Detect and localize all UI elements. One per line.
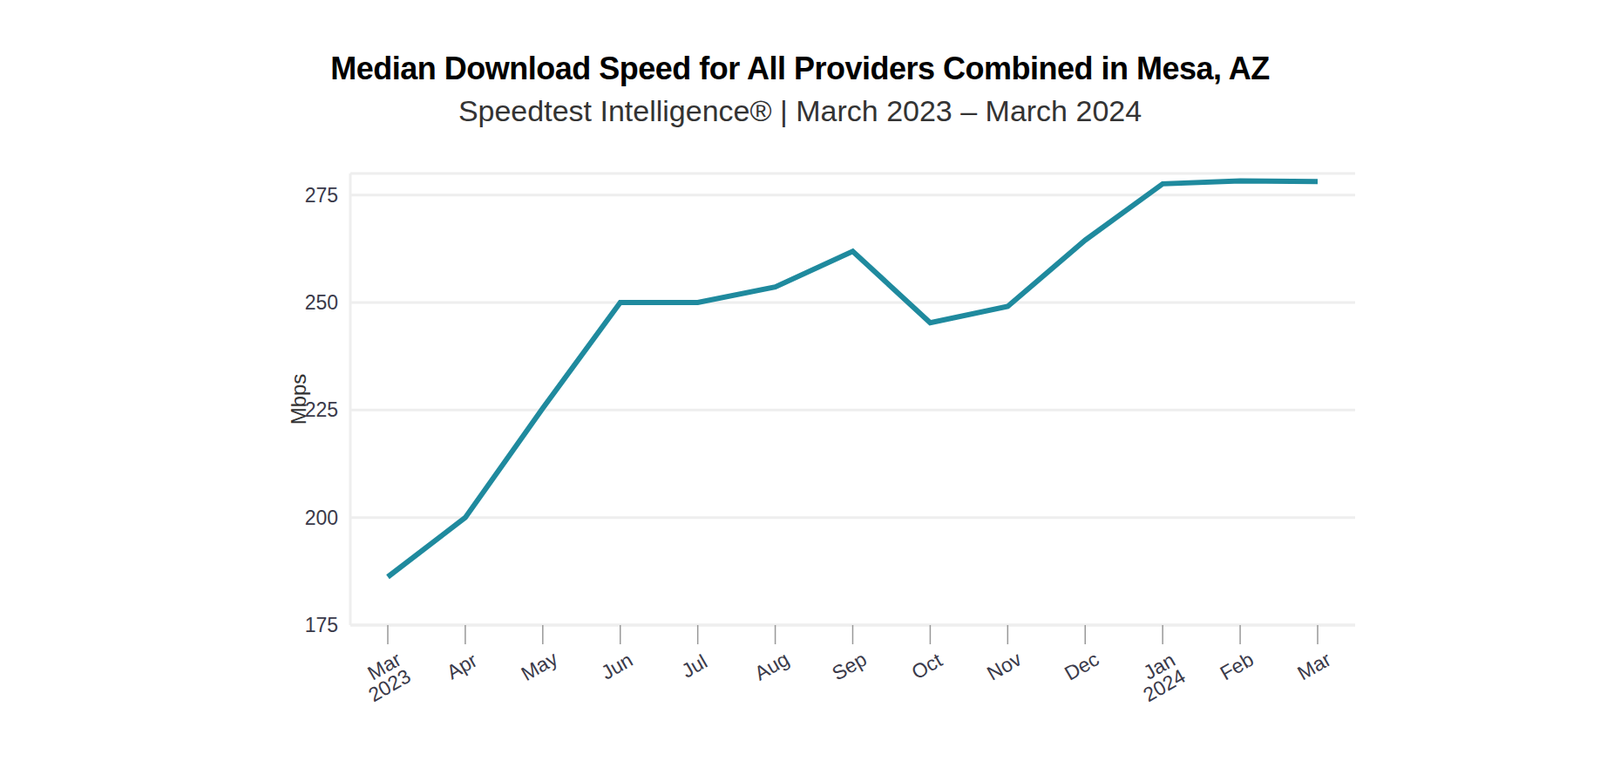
html-text:Speedtest Intelligence® | Marc: Speedtest Intelligence® | March 2023 – M… (458, 94, 1142, 128)
svg-text:Sep: Sep (827, 647, 870, 685)
svg-text:Jun: Jun (596, 648, 637, 685)
svg-text:Feb: Feb (1215, 647, 1257, 685)
svg-text:Apr: Apr (442, 648, 482, 685)
svg-text:Aug: Aug (750, 647, 793, 685)
html-text:Median Download Speed for All: Median Download Speed for All Providers … (330, 50, 1270, 87)
svg-text:Dec: Dec (1060, 647, 1103, 685)
svg-text:Mar2023: Mar2023 (354, 647, 415, 706)
svg-text:Mar: Mar (1293, 647, 1336, 685)
svg-text:May: May (517, 646, 563, 685)
svg-text:200: 200 (305, 506, 339, 529)
svg-text:175: 175 (305, 613, 339, 637)
svg-text:Jul: Jul (677, 649, 711, 682)
svg-text:Mbps: Mbps (286, 373, 311, 426)
svg-text:Jan2024: Jan2024 (1129, 647, 1189, 706)
svg-text:275: 275 (305, 183, 339, 207)
svg-text:225: 225 (304, 398, 339, 422)
svg-text:Oct: Oct (907, 648, 947, 685)
svg-text:Nov: Nov (983, 646, 1026, 685)
svg-text:250: 250 (305, 291, 339, 314)
